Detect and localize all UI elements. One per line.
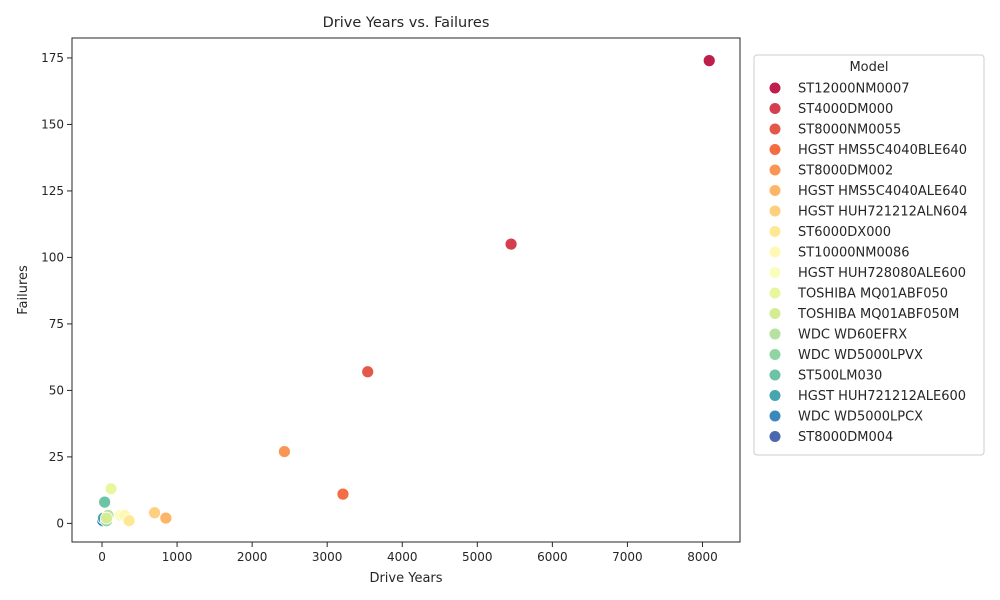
y-tick-label: 0 [56, 516, 64, 530]
x-tick-label: 0 [98, 550, 106, 564]
y-tick-label: 25 [49, 450, 64, 464]
y-tick-label: 50 [49, 383, 64, 397]
x-tick-label: 6000 [537, 550, 568, 564]
legend-label: ST10000NM0086 [798, 246, 910, 261]
legend-marker [769, 328, 781, 340]
x-tick-label: 1000 [162, 550, 193, 564]
legend-label: HGST HMS5C4040ALE640 [798, 184, 967, 199]
legend-marker [769, 82, 781, 94]
plot-area [72, 38, 740, 542]
legend-marker [769, 369, 781, 381]
x-axis-ticks: 0 1000 2000 3000 4000 5000 6000 7000 8000 [98, 542, 718, 564]
x-axis-title: Drive Years [369, 571, 442, 586]
legend-label: HGST HUH721212ALN604 [798, 205, 968, 220]
legend-marker [769, 164, 781, 176]
legend-label: WDC WD5000LPVX [798, 348, 923, 363]
x-tick-label: 7000 [612, 550, 643, 564]
y-axis-ticks: 0 25 50 75 100 125 150 175 [41, 51, 72, 530]
legend-marker [769, 123, 781, 135]
y-axis-title: Failures [16, 265, 31, 315]
plot-frame [71, 37, 741, 543]
legend-label: ST12000NM0007 [798, 82, 910, 97]
x-tick-label: 4000 [387, 550, 418, 564]
legend-label: ST8000DM004 [798, 430, 893, 445]
legend-label: HGST HUH721212ALE600 [798, 389, 966, 404]
chart-title: Drive Years vs. Failures [323, 15, 490, 31]
legend-marker [769, 267, 781, 278]
y-tick-label: 75 [49, 317, 64, 331]
legend-label: ST6000DX000 [798, 225, 891, 240]
data-point [504, 237, 518, 251]
data-point [336, 487, 350, 501]
legend-title: Model [849, 60, 888, 75]
data-point [278, 445, 291, 458]
data-point [104, 482, 118, 496]
data-points [95, 54, 716, 528]
legend-marker [769, 308, 781, 319]
x-tick-label: 3000 [312, 550, 343, 564]
x-tick-label: 5000 [462, 550, 493, 564]
data-point [702, 54, 716, 68]
data-point [100, 511, 113, 525]
legend-label: ST4000DM000 [798, 102, 893, 117]
legend-items: ST12000NM0007 ST4000DM000 ST8000NM0055 HGST… [769, 82, 968, 445]
data-point [98, 495, 112, 509]
legend-label: ST8000NM0055 [798, 123, 901, 138]
legend-marker [769, 410, 781, 422]
legend-marker [769, 431, 781, 442]
y-tick-label: 100 [41, 250, 64, 264]
legend-marker [769, 349, 781, 360]
data-point [148, 506, 161, 520]
x-tick-label: 8000 [687, 550, 718, 564]
data-point [361, 365, 375, 379]
legend-label: HGST HMS5C4040BLE640 [798, 143, 967, 158]
data-point [122, 514, 136, 528]
legend-marker [769, 226, 781, 237]
legend-marker [769, 185, 781, 196]
legend-label: WDC WD60EFRX [798, 328, 907, 343]
legend: Model ST12000NM0007 ST4000DM000 ST8000NM00… [753, 54, 985, 456]
legend-marker [769, 287, 781, 299]
x-tick-label: 2000 [237, 550, 268, 564]
legend-marker [769, 205, 781, 217]
legend-label: TOSHIBA MQ01ABF050M [797, 307, 959, 322]
legend-marker [769, 390, 781, 401]
y-tick-label: 125 [41, 184, 64, 198]
legend-marker [769, 103, 781, 114]
legend-label: ST8000DM002 [798, 164, 893, 179]
legend-label: WDC WD5000LPCX [798, 410, 923, 425]
legend-label: HGST HUH728080ALE600 [798, 266, 966, 281]
y-tick-label: 150 [41, 117, 64, 131]
legend-label: TOSHIBA MQ01ABF050 [797, 287, 948, 302]
y-tick-label: 175 [41, 51, 64, 65]
legend-label: ST500LM030 [798, 369, 882, 384]
data-point [159, 511, 173, 525]
legend-marker [769, 144, 781, 155]
legend-frame [753, 54, 985, 456]
legend-marker [769, 246, 781, 258]
